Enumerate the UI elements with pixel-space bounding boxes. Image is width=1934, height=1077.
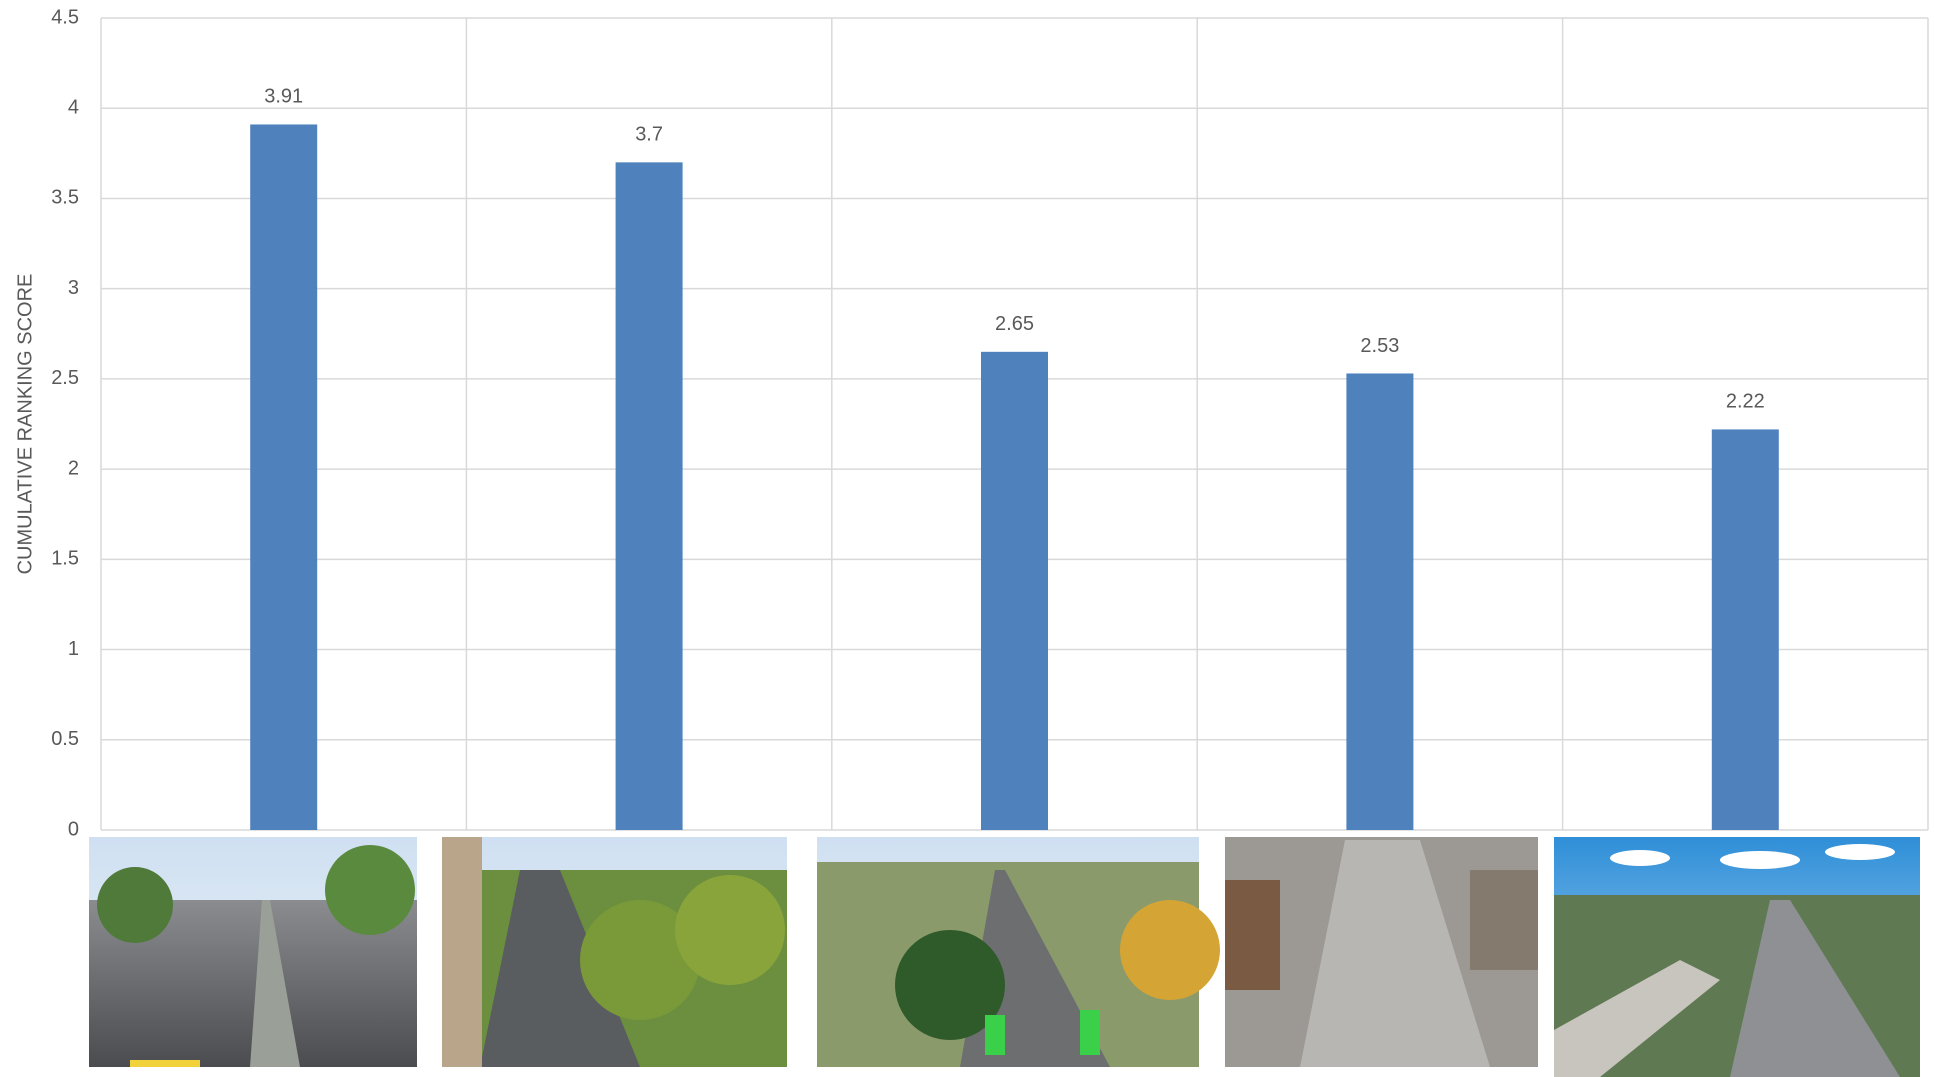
bar [250, 124, 318, 830]
y-tick-label: 1 [68, 638, 79, 660]
bar [981, 351, 1048, 830]
bar [615, 162, 683, 830]
photo [1225, 837, 1538, 1067]
photo [817, 837, 1220, 1067]
photo [1554, 837, 1920, 1077]
y-axis-label: CUMULATIVE RANKING SCORE [14, 274, 36, 575]
value-label: 2.65 [995, 313, 1034, 335]
y-tick-label: 4.5 [51, 6, 79, 28]
y-tick-label: 1.5 [51, 548, 79, 570]
value-label: 2.53 [1360, 335, 1399, 357]
bar [1711, 429, 1779, 830]
value-label: 2.22 [1726, 391, 1765, 413]
street-photos [89, 837, 1920, 1077]
photo [89, 837, 417, 1067]
y-tick-label: 4 [68, 97, 79, 119]
y-tick-label: 0.5 [51, 728, 79, 750]
y-tick-label: 3 [68, 277, 79, 299]
y-tick-label: 3.5 [51, 187, 79, 209]
y-tick-label: 2 [68, 457, 79, 479]
photo [442, 837, 787, 1067]
y-tick-label: 2.5 [51, 367, 79, 389]
value-label: 3.7 [635, 124, 663, 146]
bar [1346, 373, 1414, 830]
y-tick-label: 0 [68, 818, 79, 840]
value-label: 3.91 [264, 86, 303, 108]
